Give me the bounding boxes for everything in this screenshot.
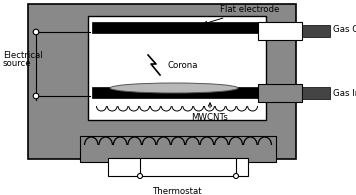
- Bar: [28, 4, 296, 159]
- Bar: [258, 22, 302, 40]
- Bar: [302, 25, 330, 37]
- Bar: [80, 136, 276, 162]
- Circle shape: [137, 174, 142, 178]
- Text: MWCNTs: MWCNTs: [192, 103, 229, 122]
- Ellipse shape: [110, 83, 238, 93]
- Text: source: source: [3, 58, 32, 67]
- Circle shape: [33, 93, 39, 99]
- Bar: [88, 16, 266, 120]
- Text: Thermostat: Thermostat: [153, 186, 203, 195]
- Bar: [92, 22, 260, 33]
- Text: Corona: Corona: [168, 60, 199, 69]
- Bar: [302, 87, 330, 99]
- Text: Gas Outlet: Gas Outlet: [333, 26, 356, 35]
- Text: Gas Inlet: Gas Inlet: [333, 89, 356, 98]
- Circle shape: [33, 29, 39, 35]
- Text: Flat electrode: Flat electrode: [204, 5, 279, 25]
- Text: Electrical: Electrical: [3, 51, 43, 59]
- Bar: [92, 87, 260, 98]
- Circle shape: [234, 174, 239, 178]
- Bar: [258, 84, 302, 102]
- Bar: [108, 158, 248, 176]
